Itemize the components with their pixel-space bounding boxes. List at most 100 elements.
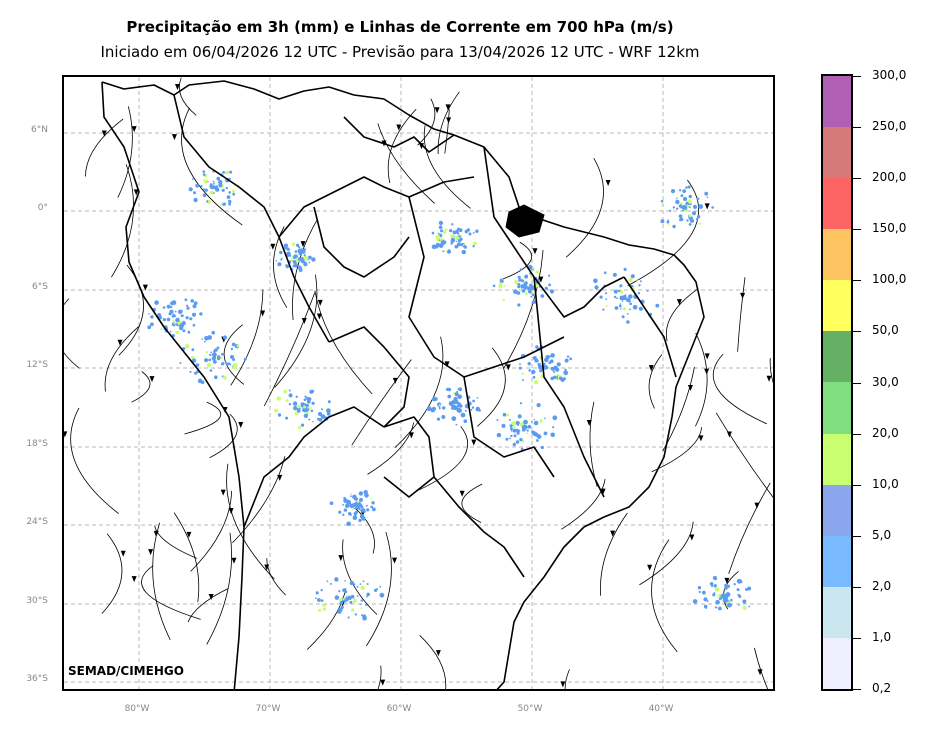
precip-cell (706, 600, 709, 602)
precip-cell (628, 294, 633, 299)
precip-cell (218, 183, 223, 188)
border-colombia-venezuela (173, 94, 280, 238)
graticule (64, 77, 773, 689)
streamline-arrow (260, 310, 266, 317)
precip-cell (689, 218, 695, 223)
precip-cell (621, 300, 624, 302)
precip-cell (206, 363, 211, 368)
precip-cell (626, 320, 630, 324)
precip-cell (349, 513, 352, 516)
precip-cell (552, 415, 558, 421)
precip-cell (438, 407, 441, 410)
precip-cell (148, 313, 150, 315)
streamline-arrow (153, 530, 159, 537)
precip-cell (199, 312, 203, 316)
precip-cell (509, 437, 511, 440)
precip-cell (438, 225, 443, 230)
precip-cell (509, 427, 513, 431)
precip-cell (209, 190, 214, 195)
precip-cell (550, 353, 555, 358)
precip-cell (528, 264, 533, 270)
precip-cell (736, 588, 740, 592)
precip-cell (349, 600, 353, 604)
precip-cell (569, 357, 573, 361)
precip-cell (154, 300, 159, 305)
colorbar-segment (823, 637, 851, 689)
precip-cell (202, 170, 206, 173)
streamline (367, 422, 415, 475)
streamline-arrow (392, 557, 398, 564)
precip-cell (360, 614, 363, 617)
precip-cell (441, 415, 446, 419)
streamline (190, 490, 232, 572)
precip-cell (442, 250, 445, 253)
colorbar-tick (853, 331, 861, 333)
precip-cell (738, 604, 740, 606)
precip-cell (536, 439, 539, 442)
precip-cell (476, 397, 479, 399)
precip-cell (354, 613, 357, 616)
precip-cell (174, 310, 177, 313)
precip-cell (450, 234, 455, 239)
streamline-arrow (766, 375, 772, 382)
precip-cell (379, 592, 385, 598)
streamline (292, 218, 318, 321)
streamline-arrow (647, 564, 653, 571)
precip-cell (475, 229, 479, 233)
precip-cell (457, 394, 463, 400)
streamline (502, 241, 532, 280)
precip-cell (473, 241, 477, 246)
precip-cell (243, 357, 247, 361)
colorbar-segment (823, 178, 851, 230)
precip-cell (532, 293, 535, 297)
precip-cell (303, 413, 309, 418)
precip-cell (630, 274, 635, 279)
precip-cell (288, 403, 292, 406)
precip-cell (540, 445, 544, 450)
precip-cell (730, 600, 733, 603)
precip-cell (202, 173, 206, 176)
precip-cell (147, 325, 152, 330)
streamline-arrow (434, 107, 440, 114)
precip-cell (231, 342, 236, 347)
streamline-arrow (704, 203, 710, 210)
precip-cell (283, 389, 287, 394)
colorbar-label: 300,0 (872, 68, 907, 82)
precip-cell (614, 306, 619, 310)
precip-cell (322, 607, 327, 611)
precip-cell (162, 306, 166, 309)
precip-cell (540, 294, 545, 298)
marajo-island (505, 204, 545, 238)
precip-cell (564, 358, 569, 363)
streamline-arrow (338, 555, 344, 562)
border-brazil-states-2 (483, 146, 625, 318)
precip-cell (340, 605, 344, 610)
precip-cell (711, 585, 714, 588)
precip-cell (312, 420, 314, 423)
precip-cell (169, 330, 172, 333)
precip-cell (712, 575, 718, 581)
precip-cell (192, 312, 196, 317)
precip-cell (275, 260, 278, 262)
precip-cell (187, 330, 191, 334)
precip-cell (351, 505, 354, 508)
colorbar-label: 250,0 (872, 119, 907, 134)
streamline (377, 665, 382, 689)
precip-cell (471, 406, 475, 409)
precip-cell (431, 406, 437, 411)
map-subtitle: Iniciado em 06/04/2026 12 UTC - Previsão… (100, 43, 700, 61)
precip-cell (667, 223, 670, 226)
precip-cell (305, 408, 309, 412)
precip-cell (444, 228, 448, 231)
streamline (417, 98, 436, 146)
precip-cell (277, 262, 282, 267)
precip-cell (366, 592, 371, 597)
precip-cell (675, 199, 680, 205)
precip-cell (317, 598, 321, 602)
streamline-arrow (238, 421, 244, 428)
precip-cell (522, 424, 527, 430)
streamline (589, 401, 598, 487)
precip-cell (457, 408, 462, 413)
precip-cell (209, 369, 213, 372)
precip-cell (308, 261, 311, 264)
